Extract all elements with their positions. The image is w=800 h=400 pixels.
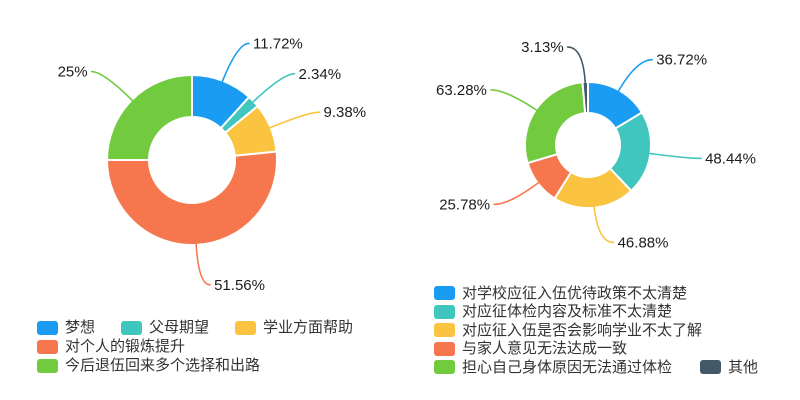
slice-percent-label-1-5: 3.13% (521, 39, 564, 56)
slice-percent-label-1-4: 63.28% (436, 82, 487, 99)
legend-label: 担心自己身体原因无法通过体检 (462, 358, 673, 376)
legend-row: 担心自己身体原因无法通过体检 其他 (434, 358, 758, 377)
legend-label: 今后退伍回来多个选择和出路 (65, 357, 261, 374)
legend-swatch (37, 339, 58, 354)
legend-row: 对应征入伍是否会影响学业不太了解 (434, 321, 758, 340)
legend-row: 对应征体检内容及标准不太清楚 (434, 303, 758, 322)
label-leader-line-0-4 (90, 70, 137, 105)
slice-percent-label-1-3: 25.78% (439, 196, 490, 213)
legend-item-1-3[interactable]: 与家人意见无法达成一致 (434, 341, 627, 356)
legend-item-0-1[interactable]: 父母期望 (121, 320, 209, 335)
legend-row: 梦想 父母期望 学业方面帮助 (37, 318, 353, 337)
legend-swatch (434, 304, 455, 319)
legend-swatch (434, 323, 455, 338)
slice-percent-label-0-2: 9.38% (324, 104, 367, 121)
legend-swatch (37, 358, 58, 373)
label-leader-line-0-3 (195, 239, 211, 286)
label-leader-line-0-0 (220, 42, 250, 87)
legend-label: 学业方面帮助 (263, 319, 354, 336)
legend-item-0-3[interactable]: 对个人的锻炼提升 (37, 339, 185, 354)
label-leader-line-0-2 (265, 111, 321, 131)
slice-percent-label-0-1: 2.34% (299, 66, 342, 83)
legend-item-1-2[interactable]: 对应征入伍是否会影响学业不太了解 (434, 323, 702, 338)
legend-item-1-5[interactable]: 其他 (700, 360, 758, 375)
legend-item-1-4[interactable]: 担心自己身体原因无法通过体检 (434, 360, 672, 375)
label-leader-line-1-5 (566, 46, 587, 87)
legend-item-0-2[interactable]: 学业方面帮助 (235, 320, 353, 335)
slice-percent-label-0-3: 51.56% (214, 277, 265, 294)
legend-item-1-1[interactable]: 对应征体检内容及标准不太清楚 (434, 304, 672, 319)
legend-swatch (121, 320, 143, 335)
label-leader-line-1-1 (645, 152, 702, 160)
legend-swatch (700, 360, 722, 375)
slice-percent-label-0-4: 25% (58, 64, 88, 81)
legend-label: 对学校应征入伍优待政策不太清楚 (462, 284, 688, 302)
legend-label: 其他 (728, 358, 759, 376)
label-leader-line-1-2 (593, 202, 615, 244)
legend-swatch (434, 341, 455, 356)
legend-label: 与家人意见无法达成一致 (462, 340, 628, 358)
legend-row: 今后退伍回来多个选择和出路 (37, 356, 353, 375)
label-leader-line-1-3 (493, 180, 542, 206)
slice-percent-label-1-0: 36.72% (656, 52, 707, 69)
slice-percent-label-1-1: 48.44% (705, 150, 756, 167)
legend-label: 对应征入伍是否会影响学业不太了解 (462, 321, 703, 339)
legend-swatch (37, 320, 58, 335)
legend-item-0-4[interactable]: 今后退伍回来多个选择和出路 (37, 358, 260, 373)
legend-label: 对个人的锻炼提升 (65, 338, 186, 355)
legend-swatch (235, 320, 257, 335)
label-leader-line-1-0 (616, 58, 653, 95)
legend-left: 梦想 父母期望 学业方面帮助对个人的锻炼提升今后退伍回来多个选择和出路 (37, 318, 353, 375)
legend-row: 与家人意见无法达成一致 (434, 340, 758, 359)
slice-percent-label-1-2: 46.88% (618, 235, 669, 252)
label-leader-line-0-1 (249, 73, 296, 106)
pie-slice-1-5[interactable] (581, 80, 589, 115)
legend-item-0-0[interactable]: 梦想 (37, 320, 95, 335)
label-leader-line-1-4 (490, 89, 540, 113)
pie-slice-0-4[interactable] (106, 74, 193, 161)
legend-swatch (434, 286, 455, 301)
legend-right: 对学校应征入伍优待政策不太清楚 对应征体检内容及标准不太清楚 对应征入伍是否会影响学… (434, 284, 758, 377)
legend-row: 对个人的锻炼提升 (37, 337, 353, 356)
legend-row: 对学校应征入伍优待政策不太清楚 (434, 284, 758, 303)
legend-item-1-0[interactable]: 对学校应征入伍优待政策不太清楚 (434, 286, 687, 301)
legend-swatch (434, 360, 455, 375)
slice-percent-label-0-0: 11.72% (253, 35, 303, 52)
legend-label: 父母期望 (149, 319, 210, 336)
legend-label: 梦想 (65, 319, 96, 336)
pie-slice-1-4[interactable] (524, 81, 587, 165)
legend-label: 对应征体检内容及标准不太清楚 (462, 303, 673, 321)
pie-slice-0-3[interactable] (106, 150, 278, 246)
